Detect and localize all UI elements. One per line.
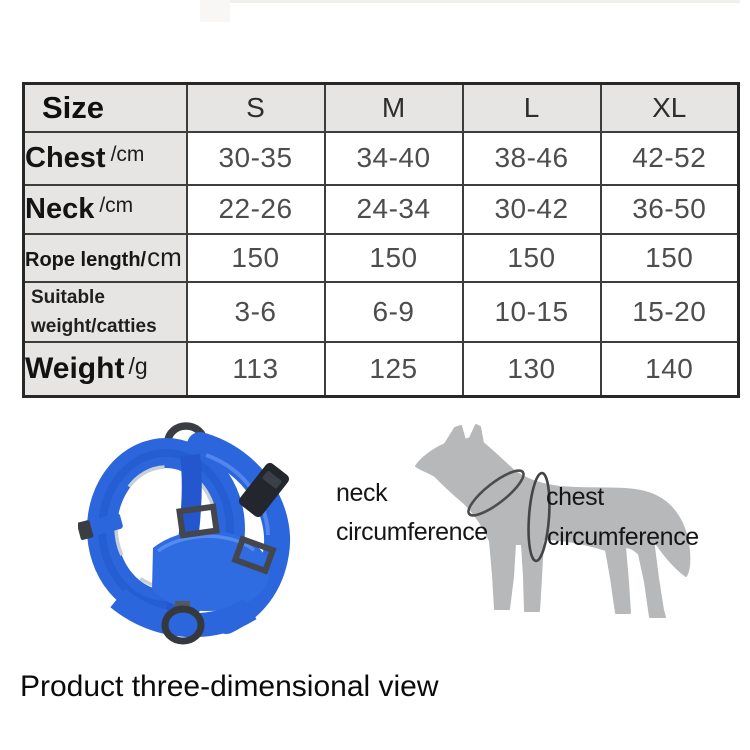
table-row-weight: Weight/g 113 125 130 140 bbox=[22, 341, 740, 398]
neck-ellipse-marker bbox=[467, 469, 525, 517]
table-cell: 140 bbox=[599, 341, 740, 398]
size-table: Size S M L XL Chest/cm 30-35 34-40 38-46… bbox=[22, 82, 740, 398]
table-cell: 30-42 bbox=[461, 183, 602, 235]
rope-length-unit: cm bbox=[147, 242, 182, 272]
table-cell: 150 bbox=[599, 232, 740, 283]
table-cell: 150 bbox=[185, 232, 326, 283]
header-size: Size bbox=[22, 82, 188, 133]
dog-measurement-diagram bbox=[415, 424, 691, 618]
table-cell: 150 bbox=[461, 232, 602, 283]
row-label-weight: Weight/g bbox=[22, 341, 188, 398]
harness-left-tab bbox=[78, 513, 123, 540]
dog-silhouette bbox=[415, 424, 691, 618]
suitable-weight-label-line1: Suitable bbox=[31, 286, 105, 308]
harness-slider-center bbox=[176, 503, 220, 539]
header-xl: XL bbox=[599, 82, 740, 133]
header-s: S bbox=[185, 82, 326, 133]
harness-chest-strap bbox=[187, 432, 291, 634]
table-cell: 24-34 bbox=[323, 183, 464, 235]
table-row-neck: Neck/cm 22-26 24-34 30-42 36-50 bbox=[22, 183, 740, 235]
table-cell: 10-15 bbox=[461, 280, 602, 344]
table-row-chest: Chest/cm 30-35 34-40 38-46 42-52 bbox=[22, 130, 740, 186]
top-crop-remnant bbox=[228, 0, 740, 3]
table-row-rope-length: Rope length/cm 150 150 150 150 bbox=[22, 232, 740, 283]
chest-label: Chest bbox=[25, 141, 106, 174]
row-label-rope-length: Rope length/cm bbox=[22, 232, 188, 283]
table-cell: 3-6 bbox=[185, 280, 326, 344]
table-cell: 113 bbox=[185, 341, 326, 398]
chest-circumference-label-line1: chest bbox=[546, 483, 604, 511]
table-row-suitable-weight: Suitable weight/catties 3-6 6-9 10-15 15… bbox=[22, 280, 740, 344]
harness-belly-strap bbox=[110, 588, 257, 638]
chest-ellipse-marker bbox=[527, 471, 551, 563]
table-cell: 30-35 bbox=[185, 130, 326, 186]
table-cell: 130 bbox=[461, 341, 602, 398]
table-cell: 6-9 bbox=[323, 280, 464, 344]
weight-label: Weight bbox=[25, 352, 125, 386]
chest-circumference-label-line2: circumference bbox=[547, 523, 699, 551]
suitable-weight-label-line2: weight/catties bbox=[31, 315, 157, 337]
neck-circumference-label-line1: neck bbox=[336, 479, 388, 507]
top-crop-remnant-2 bbox=[200, 0, 230, 22]
table-cell: 38-46 bbox=[461, 130, 602, 186]
harness-slider-right bbox=[231, 535, 277, 575]
row-label-neck: Neck/cm bbox=[22, 183, 188, 235]
header-m: M bbox=[323, 82, 464, 133]
row-label-chest: Chest/cm bbox=[22, 130, 188, 186]
table-cell: 42-52 bbox=[599, 130, 740, 186]
page-caption: Product three-dimensional view bbox=[20, 670, 439, 703]
table-cell: 15-20 bbox=[599, 280, 740, 344]
table-cell: 36-50 bbox=[599, 183, 740, 235]
neck-label: Neck bbox=[25, 192, 95, 225]
harness-product-image bbox=[78, 422, 291, 645]
table-cell: 22-26 bbox=[185, 183, 326, 235]
table-cell: 125 bbox=[323, 341, 464, 398]
harness-buckle bbox=[238, 462, 290, 518]
harness-bottom-ring bbox=[161, 605, 205, 645]
weight-unit: /g bbox=[128, 353, 148, 380]
table-cell: 34-40 bbox=[323, 130, 464, 186]
row-label-suitable-weight: Suitable weight/catties bbox=[22, 280, 188, 344]
rope-length-label: Rope length/ bbox=[25, 249, 147, 271]
table-cell: 150 bbox=[323, 232, 464, 283]
table-header-row: Size S M L XL bbox=[22, 82, 740, 133]
neck-circumference-label-line2: circumference bbox=[336, 518, 488, 546]
neck-unit: /cm bbox=[99, 193, 134, 217]
chest-unit: /cm bbox=[110, 142, 145, 166]
header-l: L bbox=[461, 82, 602, 133]
